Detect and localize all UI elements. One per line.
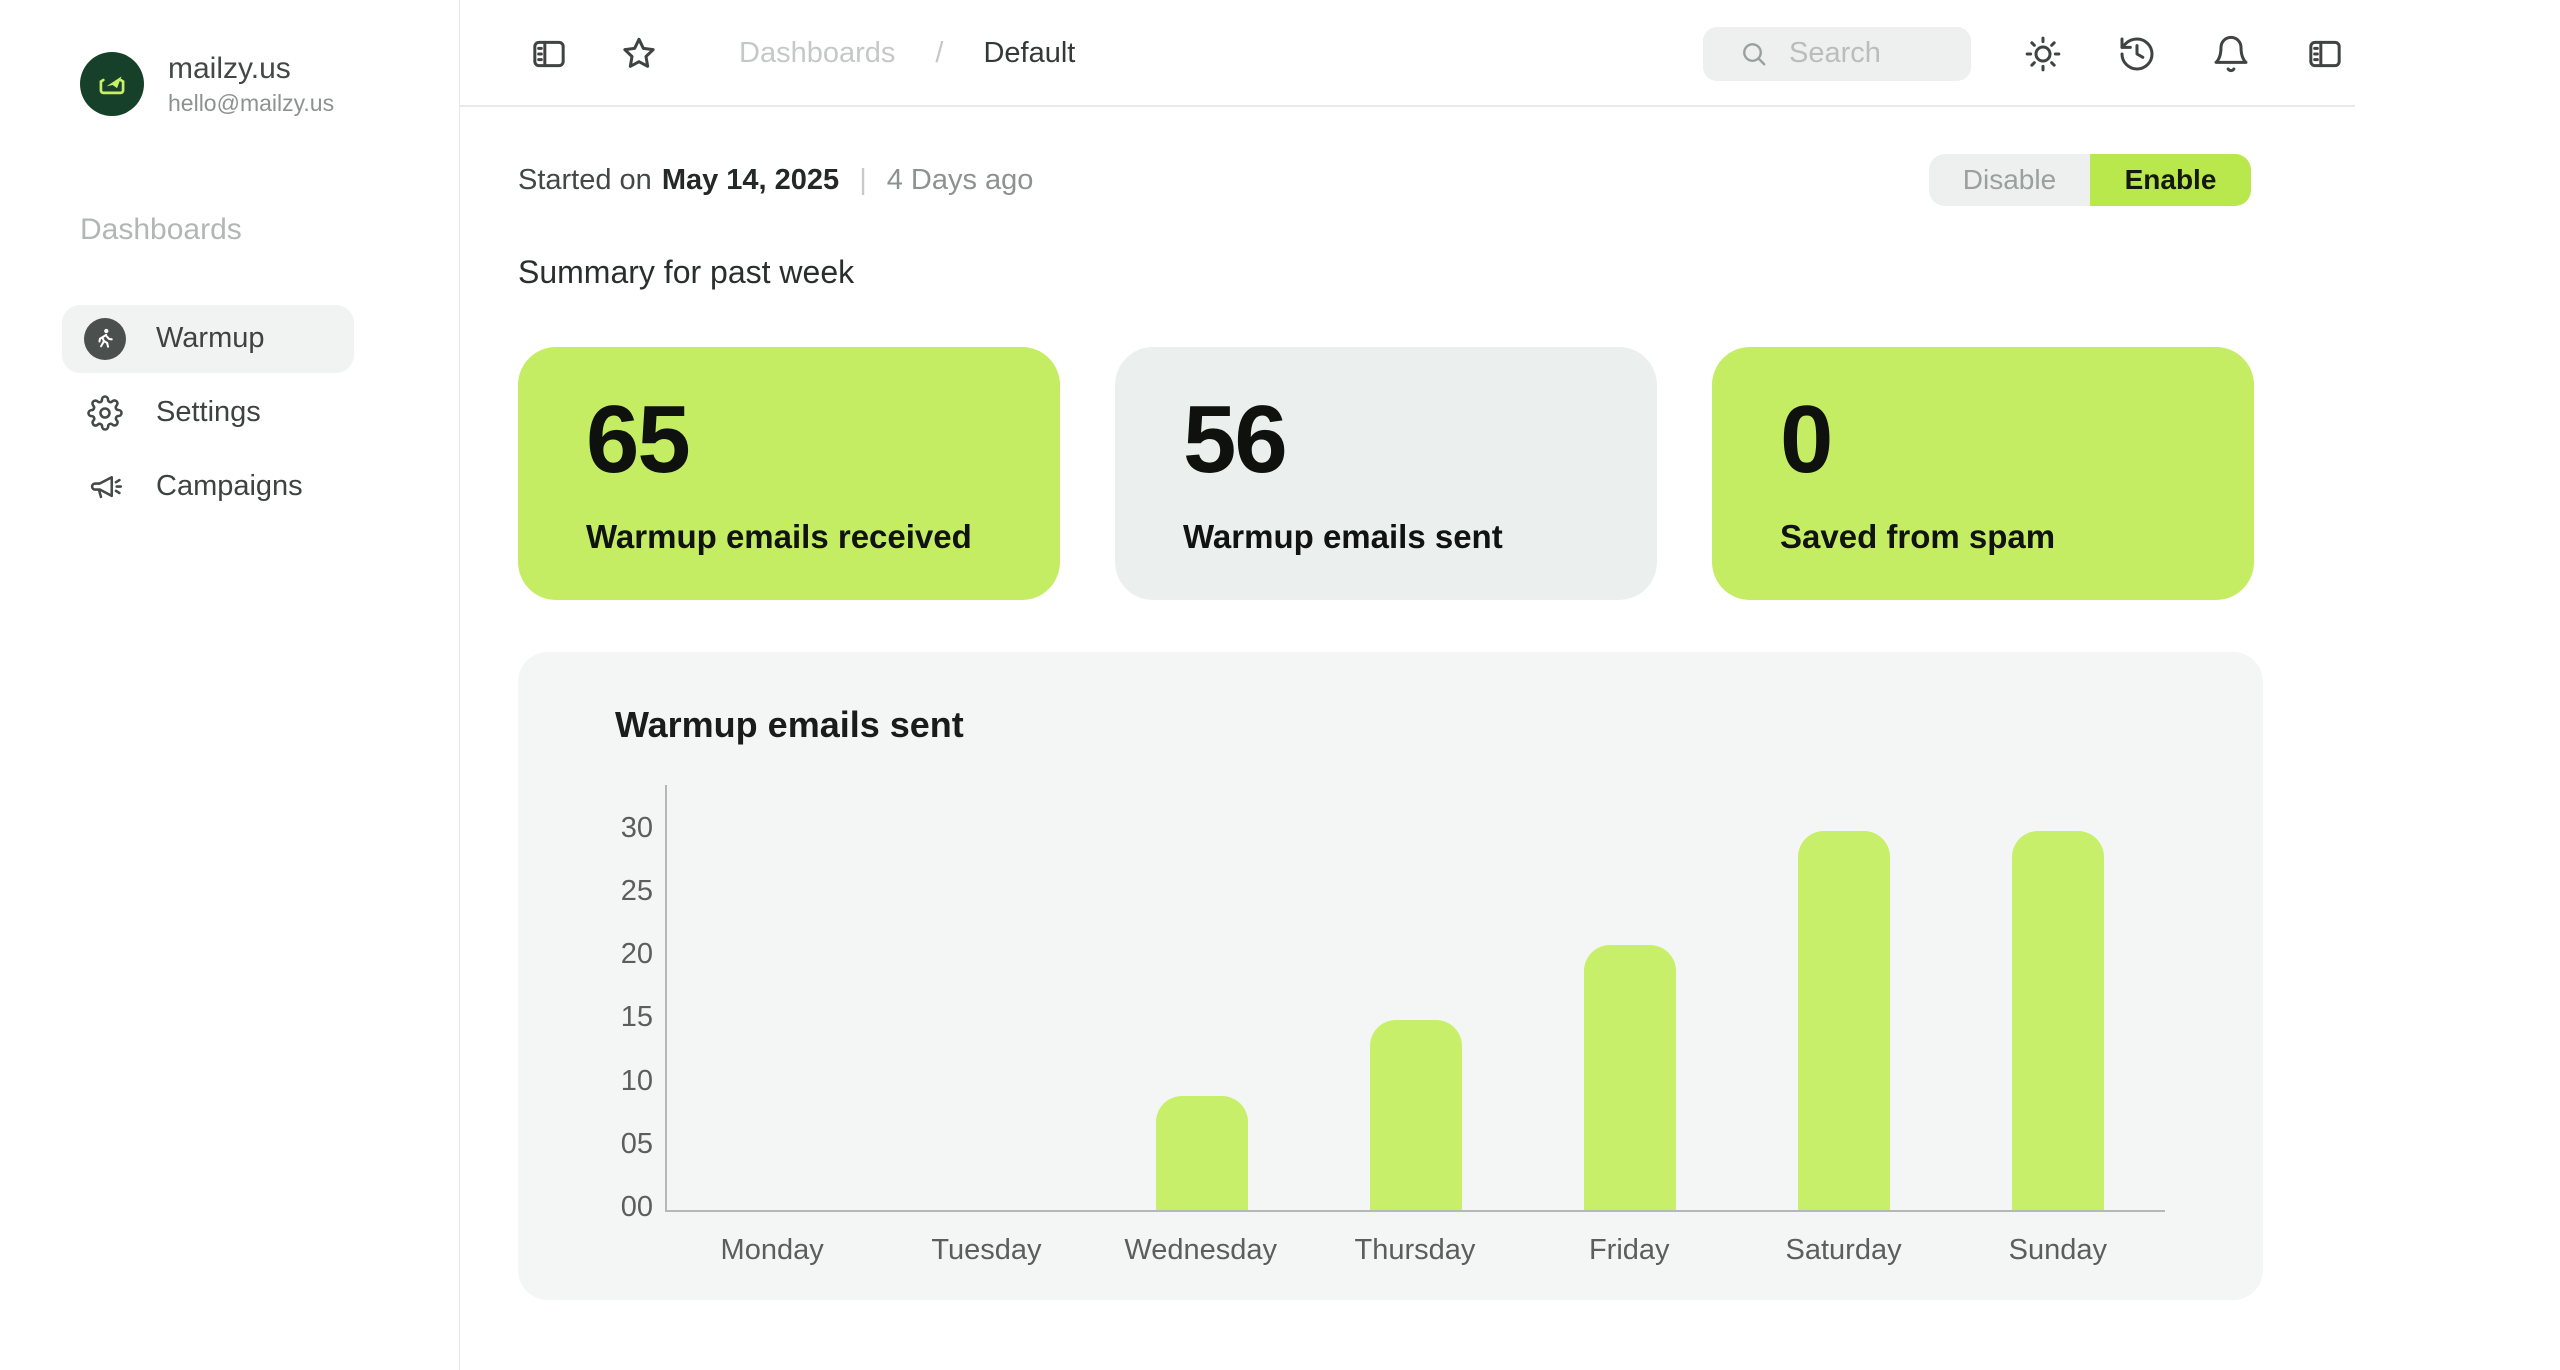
chart-y-axis: 30 25 20 15 10 05 00 bbox=[565, 785, 653, 1222]
chart-y-tick-25: 25 bbox=[620, 875, 653, 907]
summary-heading: Summary for past week bbox=[518, 254, 855, 290]
chart-column-saturday bbox=[1737, 785, 1951, 1210]
megaphone-icon bbox=[84, 466, 126, 508]
chart-column-thursday bbox=[1309, 785, 1523, 1210]
sidebar-nav: Warmup Settings bbox=[62, 304, 354, 521]
sidebar-item-label: Campaigns bbox=[156, 470, 303, 502]
chart-x-label-saturday: Saturday bbox=[1785, 1234, 1902, 1266]
chart-x-label-monday: Monday bbox=[720, 1234, 824, 1266]
chart-title: Warmup emails sent bbox=[615, 704, 964, 745]
chart-column-friday bbox=[1523, 785, 1737, 1210]
history-icon[interactable] bbox=[2115, 32, 2159, 76]
inbox-paper-plane-icon bbox=[93, 65, 131, 103]
top-bar-right bbox=[1703, 26, 2560, 81]
right-panel-toggle-icon[interactable] bbox=[2303, 32, 2347, 76]
stat-label: Saved from spam bbox=[1780, 517, 2056, 555]
chart-x-label-sunday: Sunday bbox=[2008, 1234, 2107, 1266]
chart-y-tick-05: 05 bbox=[620, 1128, 653, 1160]
chart-column-wednesday bbox=[1095, 785, 1309, 1210]
chart-bar-thursday bbox=[1370, 1020, 1462, 1210]
main-area: Dashboards / Default bbox=[460, 0, 2560, 1370]
stat-value: 0 bbox=[1780, 385, 1833, 493]
chart-y-tick-10: 10 bbox=[620, 1065, 653, 1097]
disable-button[interactable]: Disable bbox=[1929, 154, 2090, 206]
chart-column-monday bbox=[667, 785, 881, 1210]
stat-value: 65 bbox=[586, 385, 691, 493]
sidebar-item-campaigns[interactable]: Campaigns bbox=[62, 453, 354, 521]
runner-icon bbox=[84, 317, 126, 360]
status-row: Started on May 14, 2025 | 4 Days ago Dis… bbox=[518, 154, 2263, 206]
chart-column-sunday bbox=[1951, 785, 2165, 1210]
chart-y-tick-20: 20 bbox=[620, 938, 653, 970]
account-name: mailzy.us bbox=[168, 52, 291, 85]
warmup-state-toggle: Disable Enable bbox=[1929, 154, 2251, 206]
chart-bar-friday bbox=[1584, 945, 1676, 1210]
chart-x-labels: Monday Tuesday Wednesday Thursday Friday Satu… bbox=[665, 1234, 2165, 1267]
stat-card-warmup-sent: 56 Warmup emails sent bbox=[1115, 347, 1657, 600]
enable-button[interactable]: Enable bbox=[2090, 154, 2251, 206]
breadcrumb-current: Default bbox=[983, 37, 1076, 69]
workspace-logo bbox=[80, 52, 144, 117]
chart-plot: 30 25 20 15 10 05 00 bbox=[621, 785, 2165, 1222]
stat-card-warmup-received: 65 Warmup emails received bbox=[518, 347, 1060, 600]
stat-label: Warmup emails sent bbox=[1183, 517, 1503, 555]
favorite-star-icon[interactable] bbox=[617, 32, 661, 76]
content: Started on May 14, 2025 | 4 Days ago Dis… bbox=[460, 107, 2560, 1370]
chart-y-tick-30: 30 bbox=[620, 812, 653, 844]
stat-card-saved-from-spam: 0 Saved from spam bbox=[1712, 347, 2254, 600]
chart-y-tick-15: 15 bbox=[620, 1001, 653, 1033]
stat-value: 56 bbox=[1183, 385, 1288, 493]
search-box[interactable] bbox=[1703, 26, 1971, 81]
sidebar-item-warmup[interactable]: Warmup bbox=[62, 304, 354, 373]
account-switcher[interactable]: mailzy.us hello@mailzy.us bbox=[0, 52, 459, 117]
account-email: hello@mailzy.us bbox=[168, 89, 335, 116]
status-separator: | bbox=[859, 163, 867, 196]
search-input[interactable] bbox=[1787, 36, 1953, 71]
chart-bar-sunday bbox=[2012, 831, 2104, 1210]
stat-label: Warmup emails received bbox=[586, 517, 972, 555]
breadcrumb-separator: / bbox=[935, 37, 944, 69]
sidebar-toggle-icon[interactable] bbox=[527, 32, 571, 76]
sidebar-section-label: Dashboards bbox=[80, 212, 242, 246]
notifications-bell-icon[interactable] bbox=[2209, 32, 2253, 76]
account-info: mailzy.us hello@mailzy.us bbox=[168, 52, 334, 117]
chart-column-tuesday bbox=[881, 785, 1095, 1210]
search-icon bbox=[1739, 39, 1769, 69]
chart-y-tick-00: 00 bbox=[620, 1191, 653, 1223]
started-relative-time: 4 Days ago bbox=[886, 163, 1034, 196]
sidebar-item-label: Settings bbox=[156, 396, 261, 428]
sidebar-item-settings[interactable]: Settings bbox=[62, 379, 354, 447]
top-bar-left: Dashboards / Default bbox=[527, 32, 1075, 76]
started-on-date: May 14, 2025 bbox=[661, 163, 840, 196]
started-on-label: Started on bbox=[518, 163, 652, 196]
sidebar-item-label: Warmup bbox=[156, 322, 265, 354]
chart-x-label-thursday: Thursday bbox=[1354, 1234, 1476, 1266]
chart-bars bbox=[667, 785, 2165, 1210]
chart-bar-wednesday bbox=[1156, 1096, 1248, 1210]
breadcrumb: Dashboards / Default bbox=[739, 37, 1075, 70]
breadcrumb-section[interactable]: Dashboards bbox=[739, 37, 896, 69]
sidebar: mailzy.us hello@mailzy.us Dashboards War… bbox=[0, 0, 460, 1370]
chart-x-label-tuesday: Tuesday bbox=[931, 1234, 1042, 1266]
chart-x-label-wednesday: Wednesday bbox=[1124, 1234, 1278, 1266]
stat-cards: 65 Warmup emails received 56 Warmup emai… bbox=[518, 347, 2263, 600]
theme-sun-icon[interactable] bbox=[2021, 32, 2065, 76]
top-bar: Dashboards / Default bbox=[460, 0, 2560, 107]
chart-panel: Warmup emails sent 30 25 20 15 10 05 00 Monday… bbox=[518, 652, 2263, 1300]
chart-x-label-friday: Friday bbox=[1588, 1234, 1670, 1266]
chart-bar-saturday bbox=[1798, 831, 1890, 1210]
gear-icon bbox=[84, 392, 126, 434]
